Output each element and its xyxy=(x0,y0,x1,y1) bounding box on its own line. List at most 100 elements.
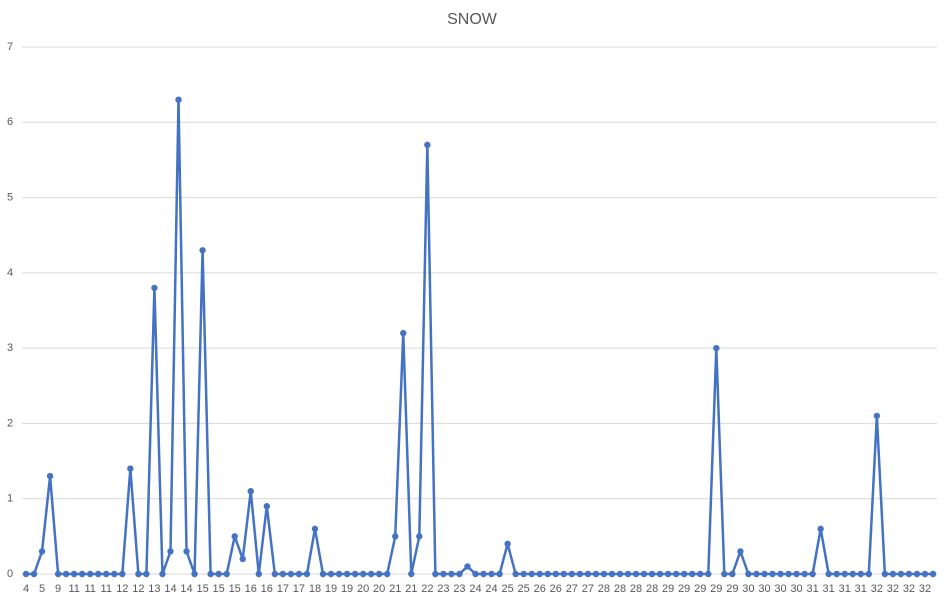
point xyxy=(496,570,503,578)
point xyxy=(343,570,351,578)
y-tick-label: 6 xyxy=(7,116,13,128)
point xyxy=(111,570,118,578)
point xyxy=(680,570,688,578)
x-tick-label: 11 xyxy=(101,583,112,595)
x-tick-label: 29 xyxy=(710,583,722,595)
x-tick-label: 31 xyxy=(839,583,851,595)
point xyxy=(119,570,126,578)
point xyxy=(648,570,656,578)
x-tick-label: 30 xyxy=(742,583,754,595)
x-tick-label: 15 xyxy=(229,583,241,595)
point xyxy=(78,570,86,578)
point xyxy=(512,570,519,578)
point xyxy=(849,570,856,578)
point xyxy=(817,525,824,533)
point xyxy=(833,570,840,578)
x-tick-label: 19 xyxy=(325,583,337,595)
point xyxy=(656,570,664,578)
x-tick-label: 32 xyxy=(903,583,915,595)
point xyxy=(528,570,535,578)
point xyxy=(46,472,54,480)
point xyxy=(889,570,897,578)
x-tick-label: 27 xyxy=(582,583,594,595)
point xyxy=(632,570,640,578)
x-tick-label: 14 xyxy=(180,583,192,595)
x-tick-label: 12 xyxy=(132,583,144,595)
point xyxy=(54,570,62,578)
point xyxy=(753,570,760,578)
x-tick-label: 29 xyxy=(726,583,738,595)
x-tick-label: 24 xyxy=(485,583,497,595)
x-tick-label: 15 xyxy=(196,583,208,595)
x-tick-label: 32 xyxy=(919,583,931,595)
point xyxy=(159,570,166,578)
point xyxy=(191,570,198,578)
x-tick-label: 28 xyxy=(646,583,658,595)
x-tick-label: 30 xyxy=(774,583,786,595)
point xyxy=(207,570,214,578)
point xyxy=(713,344,720,352)
point xyxy=(576,570,584,578)
y-tick-label: 7 xyxy=(7,41,13,53)
x-tick-label: 28 xyxy=(598,583,610,595)
point xyxy=(327,570,335,578)
point xyxy=(536,570,543,578)
point xyxy=(857,570,864,578)
point xyxy=(255,570,262,578)
x-tick-label: 28 xyxy=(630,583,642,595)
point xyxy=(151,284,158,292)
point xyxy=(392,533,399,540)
point xyxy=(95,570,102,578)
x-tick-label: 12 xyxy=(116,583,128,595)
point xyxy=(640,570,648,578)
point xyxy=(175,96,182,103)
x-tick-label: 31 xyxy=(823,583,835,595)
point xyxy=(721,570,728,578)
point xyxy=(881,570,889,578)
point xyxy=(873,412,881,420)
point xyxy=(440,570,447,578)
point xyxy=(38,548,46,555)
point xyxy=(87,570,94,578)
x-tick-label: 32 xyxy=(887,583,899,595)
point xyxy=(921,570,929,578)
point xyxy=(247,487,254,495)
point xyxy=(271,570,279,578)
x-tick-label: 15 xyxy=(213,583,225,595)
x-tick-label: 17 xyxy=(293,583,305,595)
point xyxy=(544,570,551,578)
point xyxy=(408,570,415,578)
x-tick-label: 9 xyxy=(55,583,61,595)
point xyxy=(62,570,70,578)
point xyxy=(416,533,423,540)
point xyxy=(616,570,624,578)
point xyxy=(384,570,391,578)
x-tick-label: 17 xyxy=(277,583,289,595)
x-tick-label: 26 xyxy=(534,583,546,595)
point xyxy=(30,570,38,578)
point xyxy=(199,247,206,254)
x-tick-label: 18 xyxy=(309,583,321,595)
point xyxy=(568,570,576,578)
point xyxy=(335,570,343,578)
point xyxy=(359,570,367,578)
point xyxy=(793,570,800,578)
x-tick-label: 31 xyxy=(855,583,867,595)
point xyxy=(400,329,407,337)
point xyxy=(231,533,238,540)
y-tick-label: 4 xyxy=(7,267,13,279)
point xyxy=(263,503,271,510)
point xyxy=(103,570,110,578)
point xyxy=(303,570,311,578)
point xyxy=(929,570,937,578)
point xyxy=(287,570,295,578)
point xyxy=(464,563,471,570)
x-tick-label: 22 xyxy=(421,583,433,595)
y-tick-label: 5 xyxy=(7,191,13,203)
point xyxy=(520,570,527,578)
point xyxy=(584,570,592,578)
point xyxy=(504,540,511,548)
point xyxy=(183,548,190,555)
